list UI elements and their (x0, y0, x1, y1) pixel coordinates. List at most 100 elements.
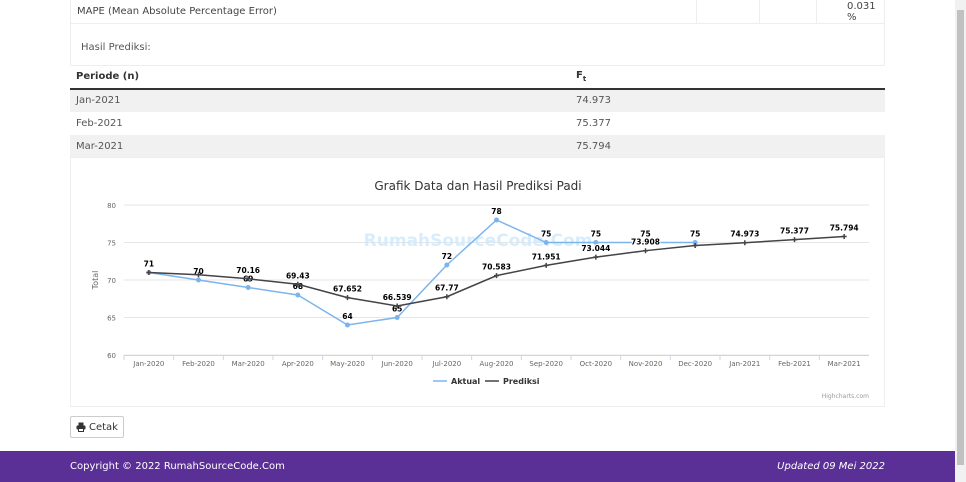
data-point (593, 254, 599, 260)
mape-cell (759, 0, 816, 23)
data-label: 70 (193, 267, 203, 276)
data-point (593, 240, 599, 245)
print-button[interactable]: Cetak (70, 416, 124, 438)
x-tick-label: Mar-2021 (828, 360, 861, 368)
periode-cell: Feb-2021 (76, 117, 123, 129)
data-point (792, 237, 797, 243)
data-label: 73.908 (631, 238, 660, 247)
copyright-text: Copyright © 2022 RumahSourceCode.Com (70, 461, 285, 472)
updated-text: Updated 09 Mei 2022 (777, 461, 885, 472)
watermark: RumahSourceCode.Com (364, 231, 593, 251)
y-axis-label: Total (91, 271, 100, 291)
data-point (345, 322, 350, 328)
print-label: Cetak (89, 421, 118, 433)
x-tick-label: Apr-2020 (282, 360, 314, 368)
mape-label: MAPE (Mean Absolute Percentage Error) (77, 6, 277, 17)
data-label: 70.583 (482, 263, 511, 272)
data-point (196, 277, 201, 283)
ft-cell: 75.794 (570, 134, 885, 158)
data-point (394, 303, 400, 309)
line-chart: Grafik Data dan Hasil Prediksi Padi 60 65 7… (91, 179, 869, 400)
x-tick-label: Feb-2021 (778, 360, 811, 368)
data-label: 75.377 (780, 227, 809, 236)
data-label: 69.43 (286, 271, 310, 280)
data-point (245, 276, 251, 282)
data-label: 71 (144, 260, 154, 269)
data-label: 75 (690, 230, 700, 239)
data-point (742, 240, 748, 246)
mape-cell (696, 0, 759, 23)
data-label: 66.539 (383, 293, 412, 302)
prediction-table: Periode (n) Ft Jan-2021 74.973 Feb-2021 75… (70, 65, 885, 158)
x-tick-label: Oct-2020 (580, 360, 612, 368)
x-tick-label: May-2020 (330, 360, 365, 368)
credits: Highcharts.com (822, 393, 869, 400)
table-row: Feb-2021 75.377 (70, 112, 885, 135)
y-tick-label: 70 (107, 277, 116, 285)
data-label: 75 (541, 230, 551, 239)
y-tick-label: 65 (107, 315, 116, 323)
x-tick-label: Feb-2020 (182, 360, 215, 368)
x-tick-label: Jan-2021 (728, 360, 760, 368)
periode-cell: Jan-2021 (70, 88, 570, 112)
x-tick-label: Sep-2020 (529, 360, 563, 368)
x-tick-label: Jan-2020 (132, 360, 164, 368)
data-point (543, 262, 549, 268)
data-point (245, 285, 251, 290)
x-tick-label: Aug-2020 (479, 360, 513, 368)
data-label: 75 (591, 230, 601, 239)
data-point (444, 262, 450, 268)
data-label: 64 (342, 312, 352, 321)
data-point (196, 272, 201, 278)
hasil-label: Hasil Prediksi: (70, 24, 885, 65)
x-tick-label: Nov-2020 (629, 360, 663, 368)
table-row: Jan-2021 74.973 (70, 88, 885, 112)
data-point (444, 294, 450, 300)
ft-cell: 74.973 (570, 88, 885, 112)
data-point (543, 240, 549, 245)
ft-subscript: t (582, 75, 587, 84)
data-point (494, 217, 499, 223)
chart-title: Grafik Data dan Hasil Prediksi Padi (374, 179, 581, 193)
data-point (295, 292, 301, 298)
data-point (394, 315, 400, 320)
data-point (692, 243, 698, 248)
chart-container: Grafik Data dan Hasil Prediksi Padi 60 65 7… (70, 157, 885, 407)
table-row: Mar-2021 75.794 (70, 134, 885, 158)
footer: Copyright © 2022 RumahSourceCode.Com Upd… (0, 451, 955, 482)
printer-icon (76, 422, 86, 432)
x-tick-label: Dec-2020 (678, 360, 712, 368)
legend-item-aktual: Aktual (451, 377, 480, 386)
ft-label: F (576, 70, 583, 82)
data-label: 65 (392, 305, 402, 314)
header-ft: Ft (570, 65, 885, 90)
ft-cell: 75.377 (576, 117, 611, 129)
periode-cell: Mar-2021 (70, 134, 570, 158)
data-label: 71.951 (532, 252, 561, 261)
mape-row: MAPE (Mean Absolute Percentage Error) 0.… (70, 0, 885, 24)
data-label: 73.044 (581, 244, 610, 253)
data-label: 72 (442, 252, 452, 261)
data-label: 74.973 (730, 230, 759, 239)
data-point (494, 273, 499, 279)
mape-value: 0.031 % (816, 0, 884, 23)
data-point (146, 270, 152, 275)
y-tick-label: 75 (107, 240, 116, 248)
data-point (841, 234, 847, 240)
data-point (692, 240, 698, 245)
data-point (643, 240, 648, 245)
y-tick-label: 80 (107, 202, 116, 210)
x-tick-label: Jul-2020 (431, 360, 461, 368)
scrollbar-thumb[interactable] (957, 10, 964, 465)
x-tick-label: Jun-2020 (381, 360, 413, 368)
y-tick-label: 60 (107, 352, 116, 360)
data-label: 67.652 (333, 285, 362, 294)
series-line-aktual (148, 219, 696, 326)
data-point (295, 281, 301, 287)
data-label: 67.77 (435, 284, 459, 293)
data-label: 75 (640, 230, 650, 239)
data-label: 78 (491, 207, 501, 216)
data-label: 75.794 (830, 224, 859, 233)
data-point (345, 295, 350, 301)
data-point (643, 248, 648, 254)
